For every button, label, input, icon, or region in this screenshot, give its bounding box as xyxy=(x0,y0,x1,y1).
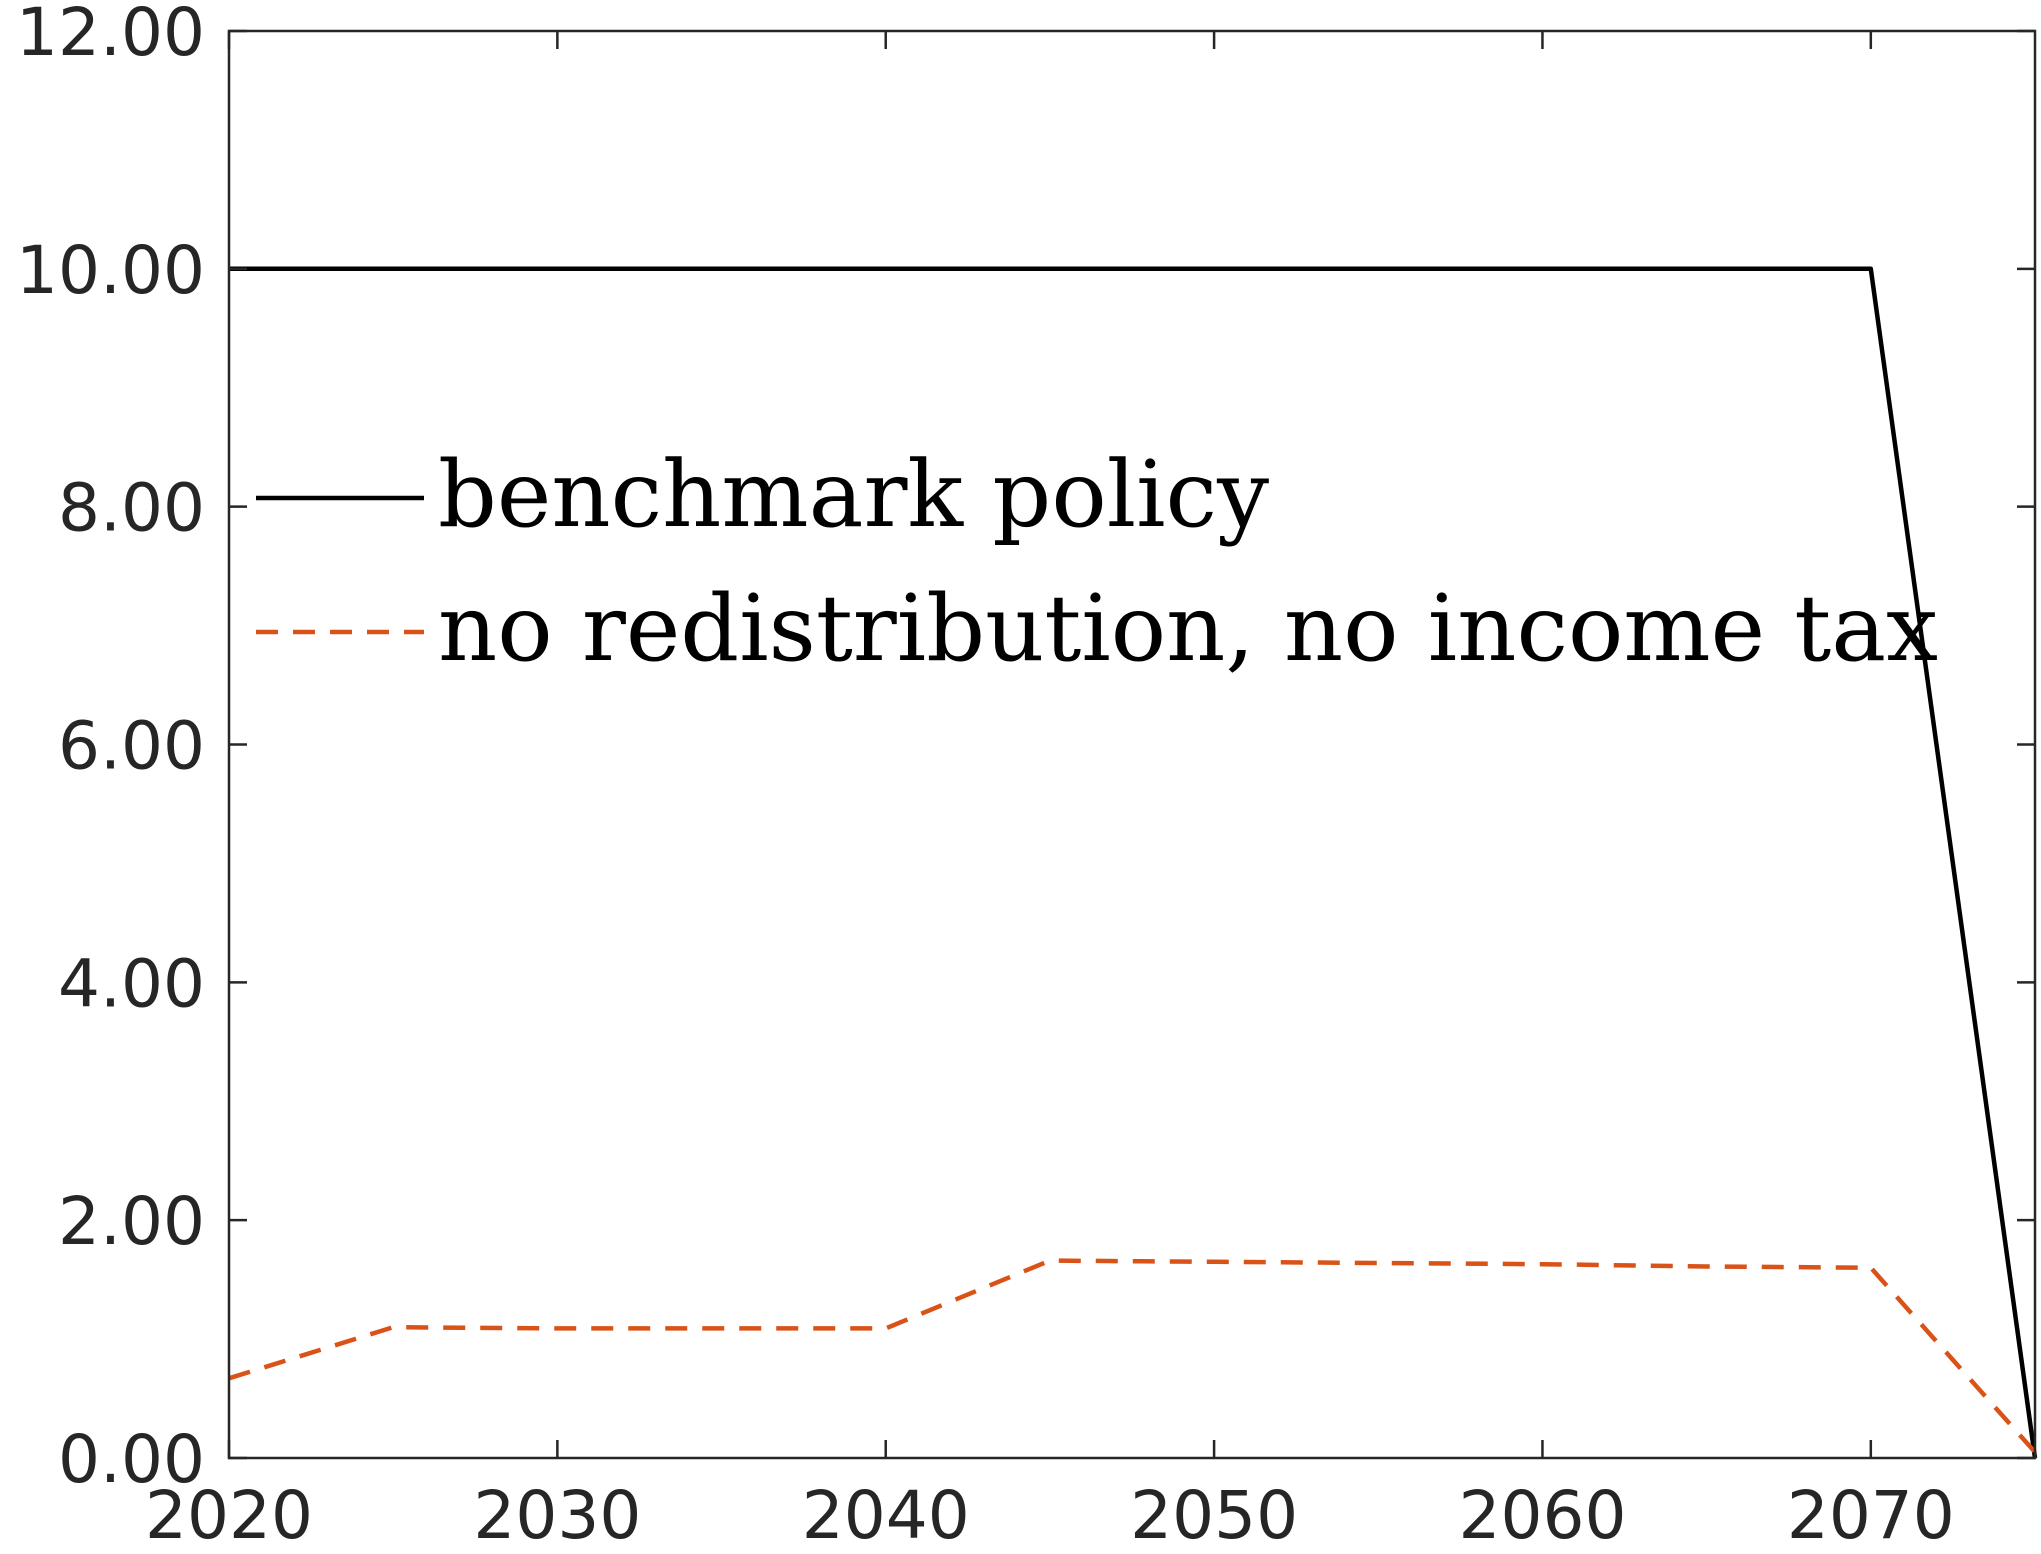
series-layer xyxy=(228,266,2038,1459)
x-tick-label: 2070 xyxy=(1787,1477,1955,1554)
legend: benchmark policy no redistribution, no in… xyxy=(256,441,1938,682)
plot-area-frame xyxy=(227,29,2037,1460)
ticks-layer xyxy=(227,29,2035,1460)
y-tick-label: 4.00 xyxy=(58,945,205,1022)
y-tick-labels: 0.00 2.00 4.00 6.00 8.00 10.00 12.00 xyxy=(16,0,205,1498)
legend-label-2: no redistribution, no income tax xyxy=(438,575,1938,682)
y-tick-label: 0.00 xyxy=(58,1421,205,1498)
y-tick-label: 2.00 xyxy=(58,1183,205,1260)
x-tick-label: 2050 xyxy=(1130,1477,1298,1554)
y-tick-label: 12.00 xyxy=(16,0,205,71)
legend-label-1: benchmark policy xyxy=(438,441,1269,548)
y-tick-label: 10.00 xyxy=(16,232,205,309)
x-tick-labels: 2020 2030 2040 2050 2060 2070 xyxy=(145,1477,1955,1554)
x-tick-label: 2020 xyxy=(145,1477,313,1554)
x-tick-label: 2060 xyxy=(1458,1477,1626,1554)
y-tick-label: 6.00 xyxy=(58,708,205,785)
y-tick-label: 8.00 xyxy=(58,470,205,547)
x-tick-label: 2040 xyxy=(802,1477,970,1554)
series-line-1 xyxy=(229,266,2038,1459)
series-line-2 xyxy=(228,1258,2037,1454)
x-tick-label: 2030 xyxy=(473,1477,641,1554)
